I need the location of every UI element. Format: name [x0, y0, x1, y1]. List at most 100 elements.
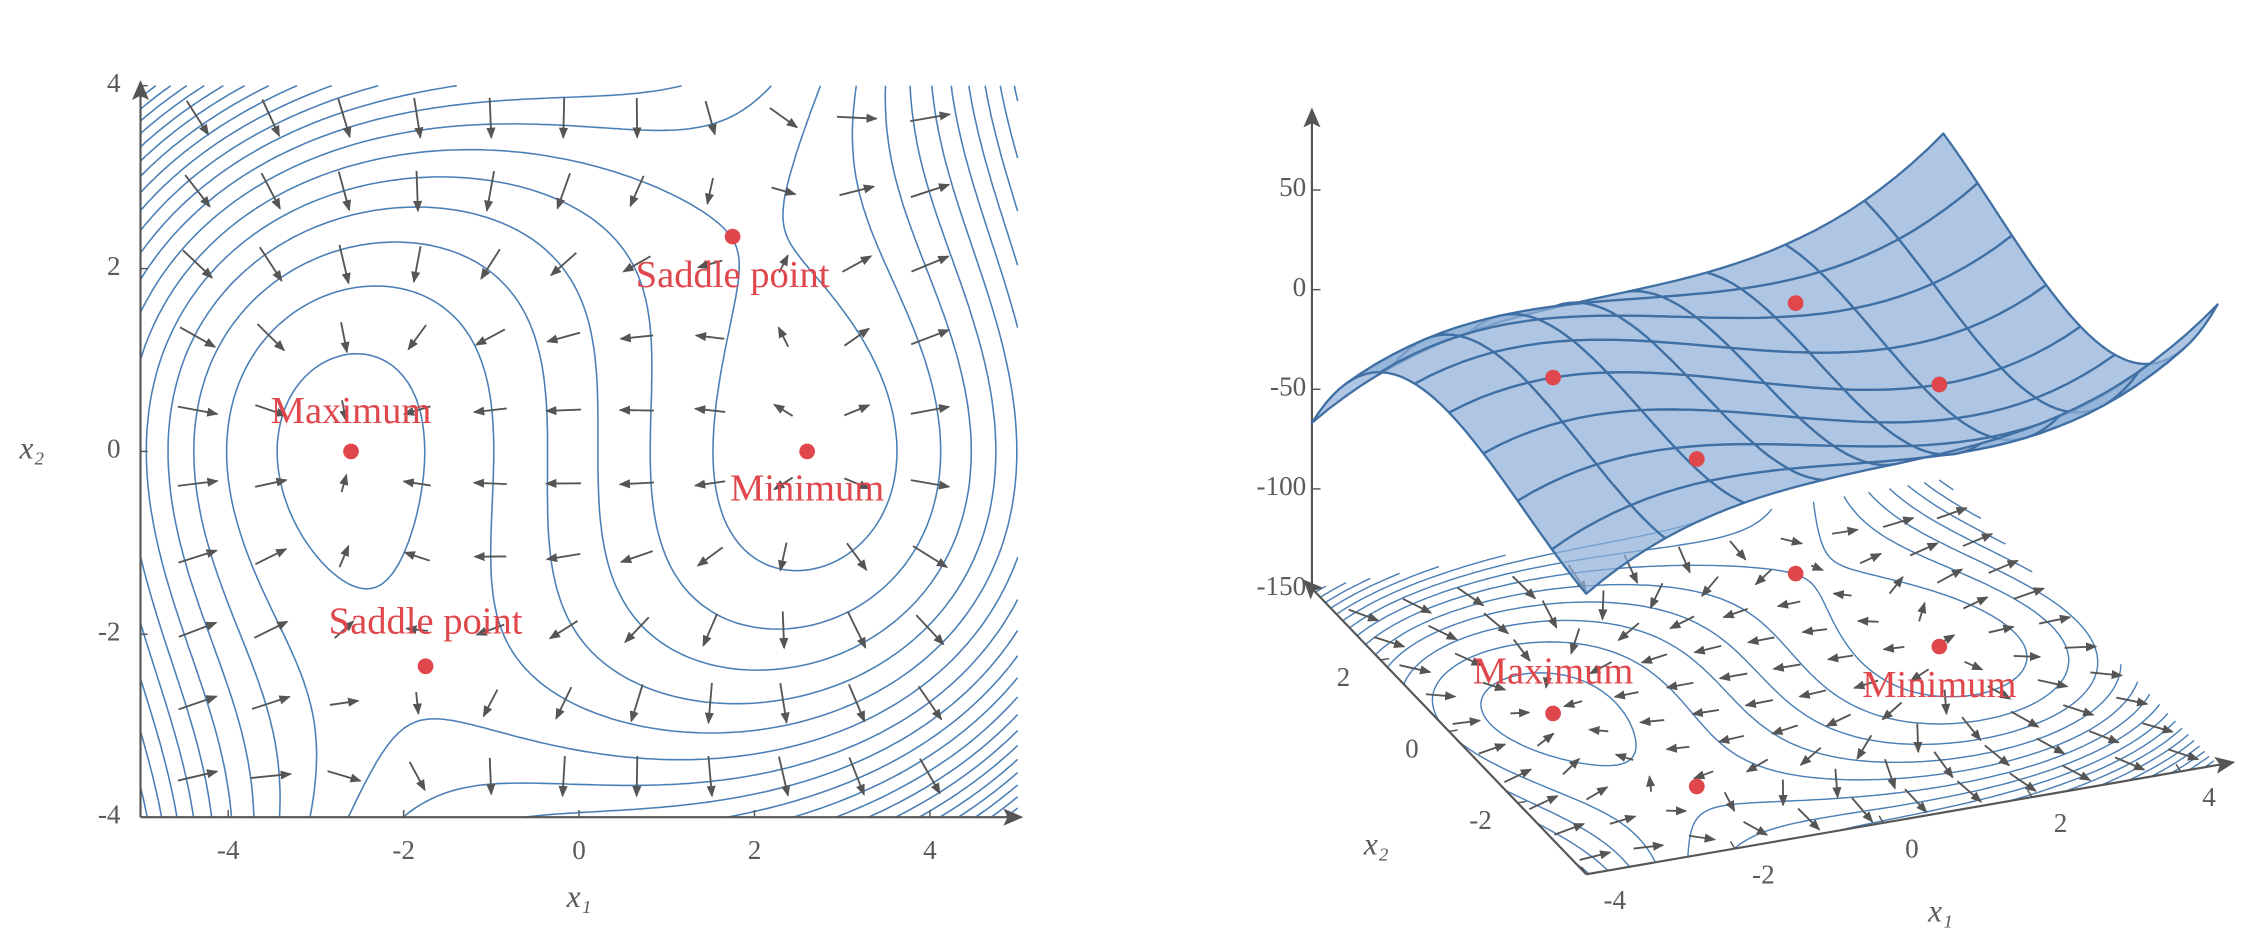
gradient-arrow [1614, 753, 1634, 762]
gradient-arrow [1744, 698, 1774, 708]
gradient-arrow [1483, 612, 1510, 635]
gradient-arrow [337, 98, 352, 139]
gradient-arrow [182, 249, 214, 279]
gradient-arrow [1754, 569, 1772, 586]
gradient-arrow [402, 405, 431, 416]
gradient-arrow [779, 682, 790, 725]
gradient-arrow [1831, 526, 1859, 536]
z-tick-label: -100 [1256, 471, 1306, 501]
x-tick-label: 2 [2054, 808, 2068, 838]
point-label: Maximum [271, 390, 432, 432]
gradient-arrow [1693, 770, 1714, 780]
gradient-arrow [1512, 638, 1531, 662]
y-tick [1380, 657, 1390, 661]
gradient-arrow [2062, 704, 2095, 717]
z-tick-label: 0 [1293, 272, 1307, 302]
gradient-arrow [910, 111, 952, 123]
gradient-arrow [1859, 552, 1883, 565]
gradient-arrow [1882, 516, 1915, 528]
gradient-arrow [1425, 691, 1457, 701]
gradient-arrow [778, 254, 789, 273]
gradient-arrow [1771, 724, 1799, 735]
critical-point [1688, 778, 1705, 795]
y-tick-label: 0 [1405, 734, 1419, 764]
gradient-arrow [339, 400, 349, 422]
gradient-arrow [1962, 533, 1994, 547]
gradient-arrow [179, 326, 217, 348]
gradient-arrow [177, 769, 219, 782]
surface-point [1787, 295, 1804, 311]
gradient-arrow [1909, 668, 1930, 682]
gradient-arrow [177, 405, 219, 417]
z-tick-label: -50 [1270, 372, 1306, 402]
gradient-arrow [2142, 722, 2174, 734]
gradient-arrow [2013, 587, 2046, 600]
gradient-arrow [1554, 823, 1586, 836]
gradient-arrow [1729, 540, 1747, 561]
point-label: Maximum [1473, 651, 1634, 693]
gradient-arrow [1961, 716, 1982, 742]
x-tick-label: 4 [923, 835, 937, 865]
gradient-arrow [1562, 757, 1581, 775]
gradient-arrow [1718, 672, 1748, 682]
gradient-arrow [259, 246, 283, 282]
gradient-arrow [558, 97, 569, 140]
gradient-arrow [618, 405, 654, 415]
point-label: Minimum [1862, 664, 2016, 706]
gradient-arrow [482, 689, 499, 718]
gradient-arrow [546, 331, 581, 344]
gradient-arrow [1722, 608, 1749, 619]
gradient-arrow [2090, 669, 2124, 680]
point-label: Minimum [730, 467, 884, 509]
gradient-arrow [2116, 696, 2149, 707]
surface-point [1688, 451, 1705, 467]
critical-point [1545, 705, 1561, 722]
point-label: Saddle point [329, 601, 523, 643]
gradient-arrow [1884, 758, 1897, 790]
gradient-arrow [472, 406, 507, 416]
gradient-arrow [622, 255, 651, 273]
gradient-arrow [486, 97, 496, 140]
gradient-arrow [912, 545, 949, 568]
contour-lines [139, 84, 1019, 818]
gradient-arrow [251, 695, 291, 710]
gradient-arrow [1745, 758, 1769, 773]
gradient-arrow [412, 691, 422, 716]
point-label: Saddle point [636, 254, 830, 296]
gradient-arrow [1941, 689, 1951, 716]
gradient-arrow [1428, 624, 1458, 641]
gradient-arrow [624, 616, 650, 644]
y-tick-label: 2 [1337, 662, 1351, 692]
gradient-arrow [1640, 653, 1668, 664]
gradient-arrow [1373, 636, 1406, 648]
y-tick [1517, 800, 1527, 804]
gradient-arrow [771, 186, 797, 196]
gradient-arrow [255, 548, 288, 565]
gradient-arrow [185, 100, 210, 136]
gradient-arrow [1633, 841, 1665, 851]
gradient-arrow [844, 477, 871, 490]
gradient-arrow [704, 682, 714, 725]
gradient-arrow [1772, 662, 1801, 672]
gradient-arrow [1936, 568, 1964, 584]
z-tick-label: 50 [1279, 172, 1306, 202]
gradient-arrow [1917, 601, 1927, 622]
gradient-arrow [1856, 734, 1873, 761]
gradient-arrow [1832, 590, 1852, 600]
gradient-arrow [1810, 562, 1825, 571]
gradient-arrow [413, 97, 424, 139]
gradient-arrow [1348, 608, 1380, 622]
gradient-arrow [555, 686, 573, 720]
y-tick-label: 2 [107, 251, 121, 281]
gradient-arrow [1987, 685, 2012, 700]
gradient-arrow [2010, 710, 2040, 728]
gradient-arrow [778, 756, 791, 797]
gradient-arrow [1665, 743, 1690, 753]
x-tick-label: -4 [1603, 885, 1626, 915]
x-tick-label: 0 [572, 835, 586, 865]
gradient-arrow [843, 404, 871, 417]
x-tick-label: 2 [748, 835, 762, 865]
gradient-arrow [1856, 616, 1879, 626]
gradient-arrow [1669, 615, 1695, 630]
x-tick-label: 0 [1905, 834, 1919, 864]
